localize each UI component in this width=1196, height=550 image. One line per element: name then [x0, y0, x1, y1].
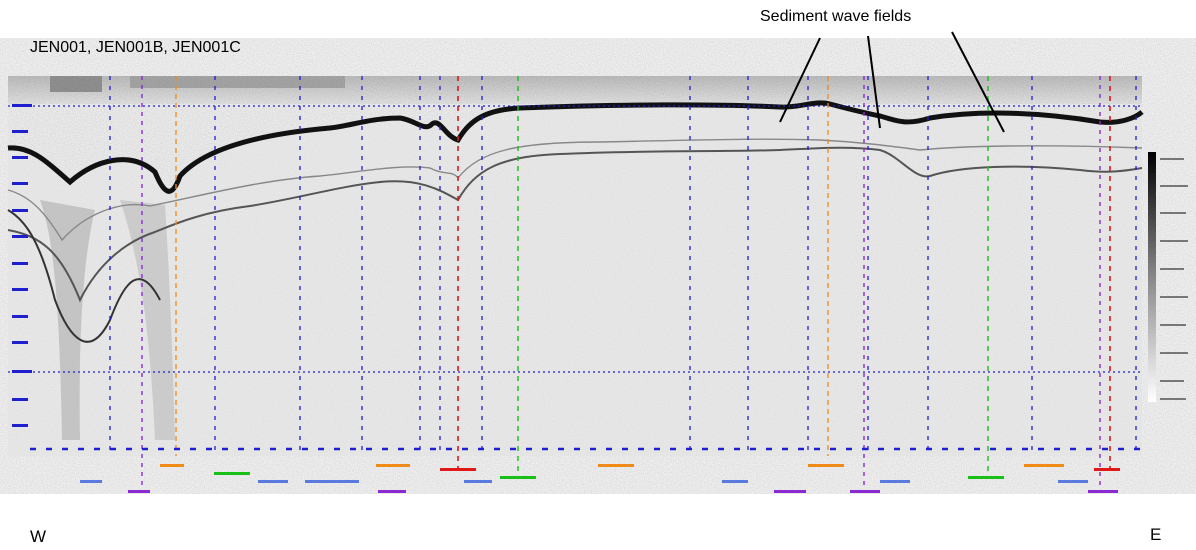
figure-title: JEN001, JEN001B, JEN001C	[30, 39, 241, 56]
annotation-leaders	[779, 31, 1005, 133]
sediment-wave-annotation: Sediment wave fields	[760, 8, 912, 25]
purple-markers	[141, 76, 1101, 490]
subbottom-reflector	[7, 146, 1143, 303]
station-marks	[80, 464, 1120, 493]
western-deep-reflector	[7, 209, 161, 343]
green-markers	[517, 76, 989, 476]
west-label: W	[30, 527, 47, 546]
left-axis-ticks	[12, 104, 32, 427]
amplitude-scale	[1148, 152, 1188, 402]
east-label: E	[1150, 525, 1162, 544]
seafloor-reflector	[7, 100, 1144, 194]
orange-markers	[175, 76, 829, 456]
deep-trough-shading	[40, 200, 95, 440]
sediment-fill	[8, 104, 1142, 457]
deep-trough-shading-2	[120, 200, 175, 440]
horizontal-grid	[8, 105, 1142, 373]
vertical-grid	[109, 76, 1137, 456]
